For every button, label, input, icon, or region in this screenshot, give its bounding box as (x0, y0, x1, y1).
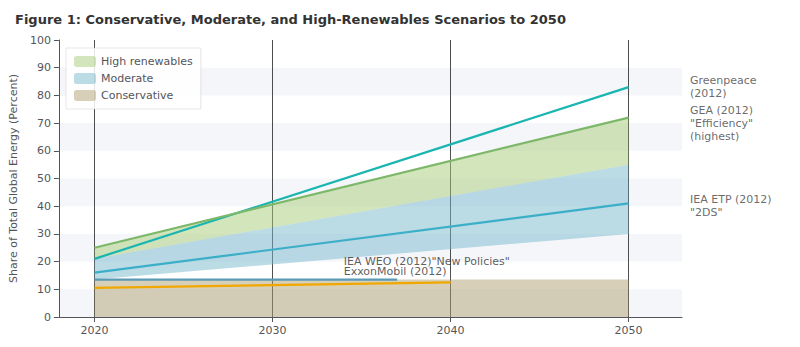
svg-text:20: 20 (37, 255, 51, 268)
svg-text:Share of Total Global Energy (: Share of Total Global Energy (Percent) (7, 74, 20, 283)
svg-text:2020: 2020 (81, 324, 109, 337)
svg-text:2050: 2050 (615, 324, 643, 337)
svg-text:IEA ETP (2012): IEA ETP (2012) (690, 193, 772, 206)
svg-text:100: 100 (30, 34, 51, 47)
svg-text:Moderate: Moderate (101, 72, 154, 85)
svg-text:(2012): (2012) (690, 87, 727, 100)
svg-text:30: 30 (37, 227, 51, 240)
svg-text:GEA (2012): GEA (2012) (690, 104, 753, 117)
svg-text:Conservative: Conservative (101, 89, 174, 102)
svg-text:0: 0 (44, 311, 51, 324)
svg-text:ExxonMobil (2012): ExxonMobil (2012) (344, 265, 447, 278)
svg-text:"2DS": "2DS" (690, 206, 723, 219)
svg-text:60: 60 (37, 144, 51, 157)
svg-text:10: 10 (37, 283, 51, 296)
svg-text:2040: 2040 (437, 324, 465, 337)
svg-text:40: 40 (37, 200, 51, 213)
svg-text:2030: 2030 (259, 324, 287, 337)
svg-text:High renewables: High renewables (101, 55, 193, 68)
svg-text:70: 70 (37, 117, 51, 130)
svg-text:"Efficiency": "Efficiency" (690, 117, 753, 130)
svg-text:Greenpeace: Greenpeace (690, 74, 757, 87)
svg-text:50: 50 (37, 172, 51, 185)
svg-text:80: 80 (37, 89, 51, 102)
svg-text:IEA WEO (2012)"New Policies": IEA WEO (2012)"New Policies" (343, 255, 510, 269)
svg-text:(highest): (highest) (690, 130, 739, 143)
svg-text:90: 90 (37, 61, 51, 74)
svg-text:Figure 1: Conservative, Modera: Figure 1: Conservative, Moderate, and Hi… (15, 12, 566, 27)
